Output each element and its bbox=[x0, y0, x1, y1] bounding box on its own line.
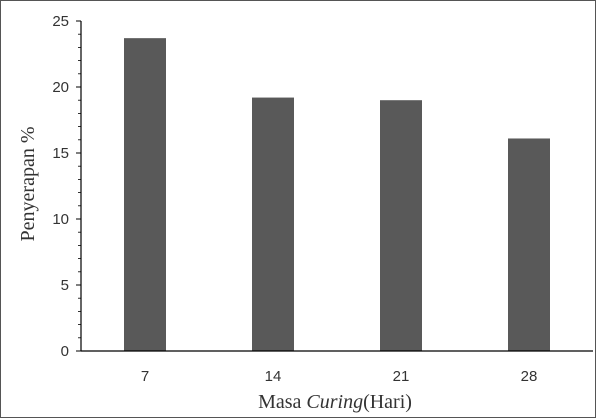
y-tick-label: 15 bbox=[52, 145, 69, 162]
bars-group bbox=[124, 38, 550, 351]
x-axis-label-suffix: (Hari) bbox=[363, 391, 412, 413]
y-tick-label: 25 bbox=[52, 13, 69, 30]
x-axis-label: Masa Curing(Hari) bbox=[258, 391, 412, 413]
x-tick-label: 28 bbox=[521, 368, 538, 385]
y-tick-label: 10 bbox=[52, 211, 69, 228]
y-tick-label: 5 bbox=[61, 277, 69, 294]
x-axis-label-prefix: Masa bbox=[258, 391, 306, 413]
y-axis-label: Penyerapan % bbox=[17, 127, 39, 242]
x-tick-label: 14 bbox=[265, 368, 282, 385]
y-ticks-group: 0 5 10 15 20 25 bbox=[52, 13, 81, 360]
bar-21 bbox=[380, 100, 422, 351]
bar-7 bbox=[124, 38, 166, 351]
bar-28 bbox=[508, 138, 550, 351]
x-tick-label: 7 bbox=[141, 368, 149, 385]
bar-14 bbox=[252, 97, 294, 351]
x-axis-label-italic: Curing bbox=[306, 391, 363, 413]
x-tick-label: 21 bbox=[393, 368, 410, 385]
y-tick-label: 20 bbox=[52, 79, 69, 96]
x-ticks-group: 7 14 21 28 bbox=[141, 368, 538, 385]
y-tick-label: 0 bbox=[61, 343, 69, 360]
